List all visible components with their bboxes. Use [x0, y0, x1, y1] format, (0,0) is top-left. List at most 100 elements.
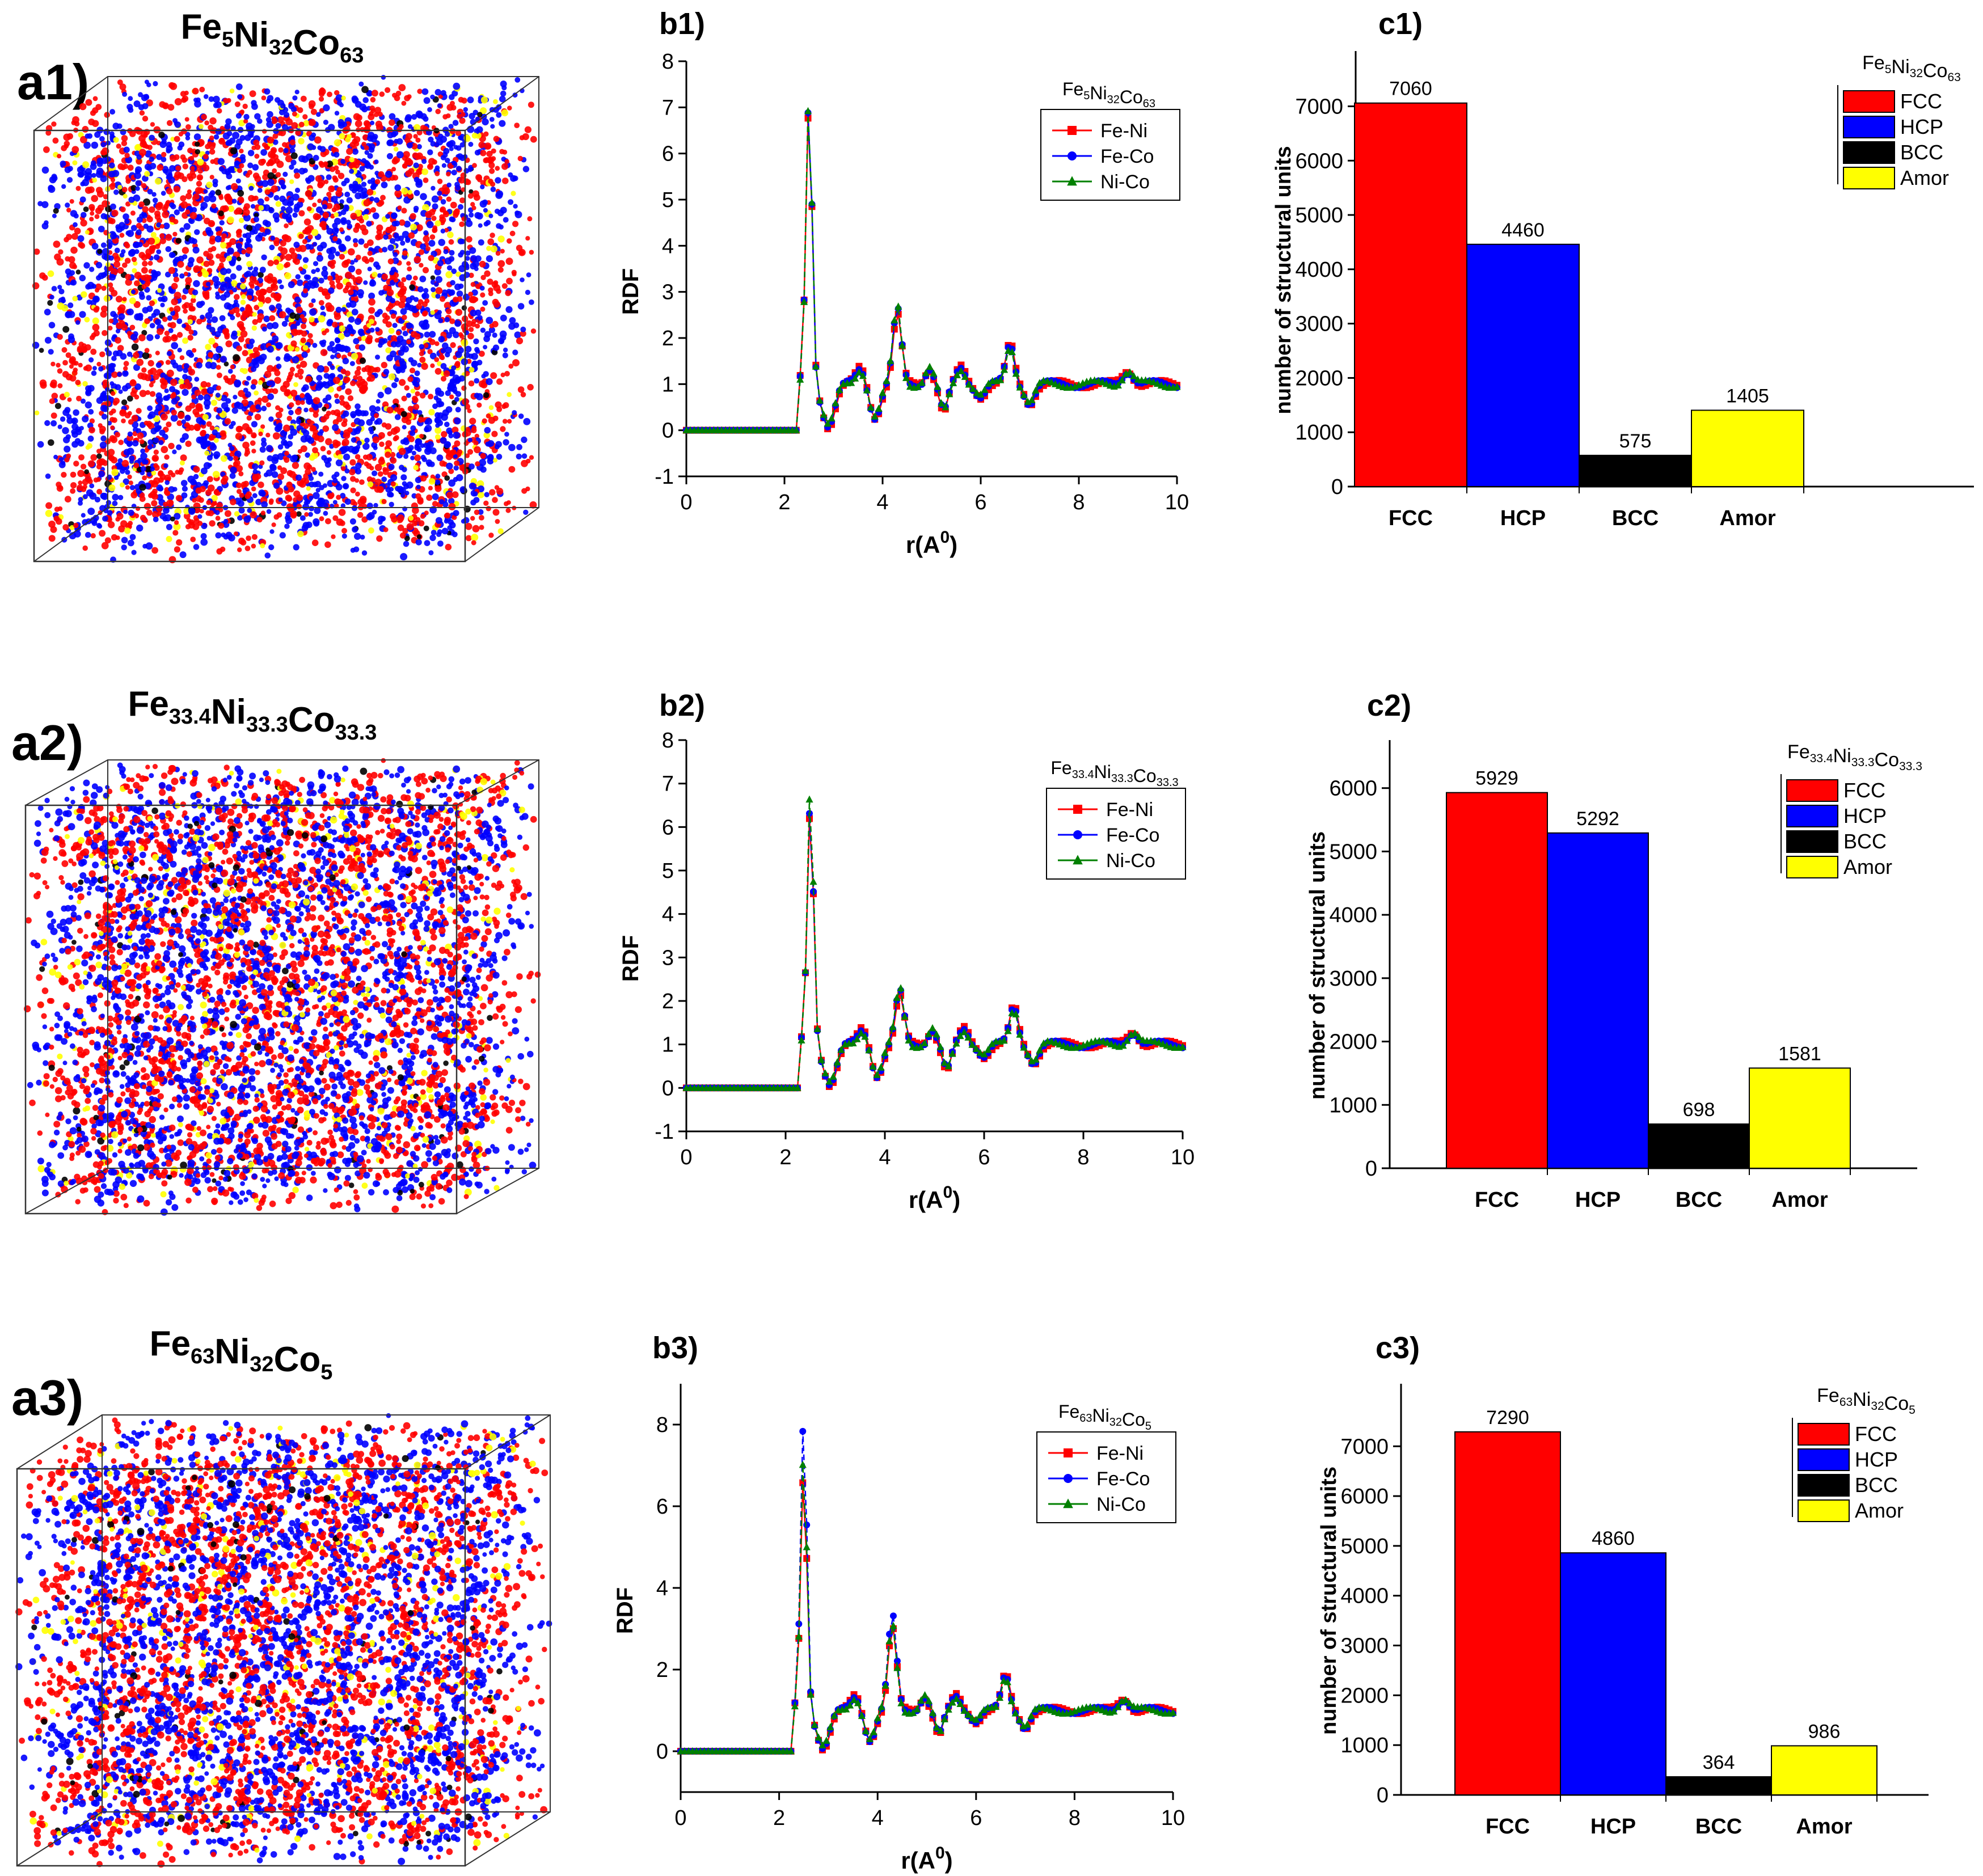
atom — [108, 255, 114, 261]
atom — [305, 375, 312, 383]
atom — [257, 118, 263, 124]
atom — [449, 394, 454, 399]
atom — [358, 329, 366, 337]
atom — [147, 237, 155, 245]
atom — [167, 315, 173, 321]
atom — [486, 150, 493, 157]
atom — [420, 113, 427, 120]
atom — [200, 301, 205, 306]
atom — [117, 185, 123, 190]
atom — [303, 462, 311, 470]
atom — [427, 149, 433, 155]
atom — [121, 536, 128, 544]
atom — [377, 471, 383, 477]
atom — [313, 397, 320, 404]
atom — [453, 209, 460, 217]
atom — [401, 395, 407, 402]
atom — [345, 271, 352, 279]
atom — [251, 325, 257, 331]
atom — [355, 268, 362, 275]
atom — [84, 469, 90, 475]
atom — [216, 365, 221, 370]
atom — [267, 179, 275, 187]
atom — [133, 352, 140, 359]
atom — [83, 206, 89, 212]
atom — [240, 283, 246, 290]
atom — [312, 481, 318, 488]
atom — [164, 454, 170, 460]
atom — [414, 189, 420, 196]
atom — [167, 104, 175, 111]
atom — [123, 366, 128, 371]
atom — [302, 288, 309, 294]
atom — [355, 222, 360, 228]
atom — [94, 496, 100, 503]
atom — [410, 223, 417, 231]
atom — [413, 464, 419, 471]
atom — [520, 330, 526, 337]
atom — [311, 229, 319, 236]
atom — [359, 496, 367, 504]
atom — [484, 426, 491, 434]
atom — [206, 500, 212, 505]
atom — [251, 486, 256, 492]
atom — [209, 149, 216, 155]
atom — [141, 284, 147, 289]
atom — [358, 344, 365, 351]
atom — [205, 510, 212, 516]
atom — [381, 273, 388, 280]
atom — [264, 196, 269, 202]
atom — [89, 418, 95, 424]
atom — [88, 267, 95, 272]
atom — [261, 405, 267, 412]
atom — [440, 90, 446, 96]
atom — [251, 543, 256, 549]
atom — [350, 487, 356, 493]
atom — [369, 319, 374, 324]
atom — [281, 234, 288, 240]
atom — [39, 379, 47, 387]
atom — [187, 261, 194, 268]
atom — [492, 509, 500, 516]
atom — [57, 302, 65, 310]
atom — [214, 510, 220, 516]
atom — [492, 497, 498, 503]
atom — [161, 139, 167, 145]
atom — [260, 149, 267, 156]
atom — [400, 240, 406, 246]
atom — [48, 439, 54, 446]
atom — [60, 416, 66, 422]
atom — [229, 451, 235, 457]
atom — [209, 425, 215, 431]
atom — [92, 317, 99, 325]
atom — [477, 112, 483, 117]
atom — [320, 446, 326, 451]
atom — [527, 216, 533, 222]
atom — [458, 204, 463, 210]
atom — [313, 434, 320, 441]
atom — [366, 513, 373, 521]
atom — [123, 509, 128, 514]
atom — [505, 306, 513, 313]
atom — [65, 434, 71, 440]
atom — [296, 419, 302, 424]
atom — [500, 314, 507, 322]
atom — [385, 451, 391, 458]
atom — [446, 265, 453, 271]
atom — [128, 250, 136, 257]
atom — [502, 178, 509, 184]
atom — [512, 349, 518, 356]
atom — [276, 342, 283, 349]
atom — [432, 493, 439, 500]
atom — [344, 178, 350, 184]
atom — [270, 292, 277, 298]
atom — [507, 419, 512, 424]
atom — [419, 357, 426, 363]
atom — [78, 454, 85, 460]
atom — [146, 334, 154, 341]
atom — [215, 128, 222, 135]
atom — [88, 409, 94, 415]
atom — [376, 535, 383, 542]
atom — [62, 360, 68, 366]
atom — [75, 320, 81, 325]
